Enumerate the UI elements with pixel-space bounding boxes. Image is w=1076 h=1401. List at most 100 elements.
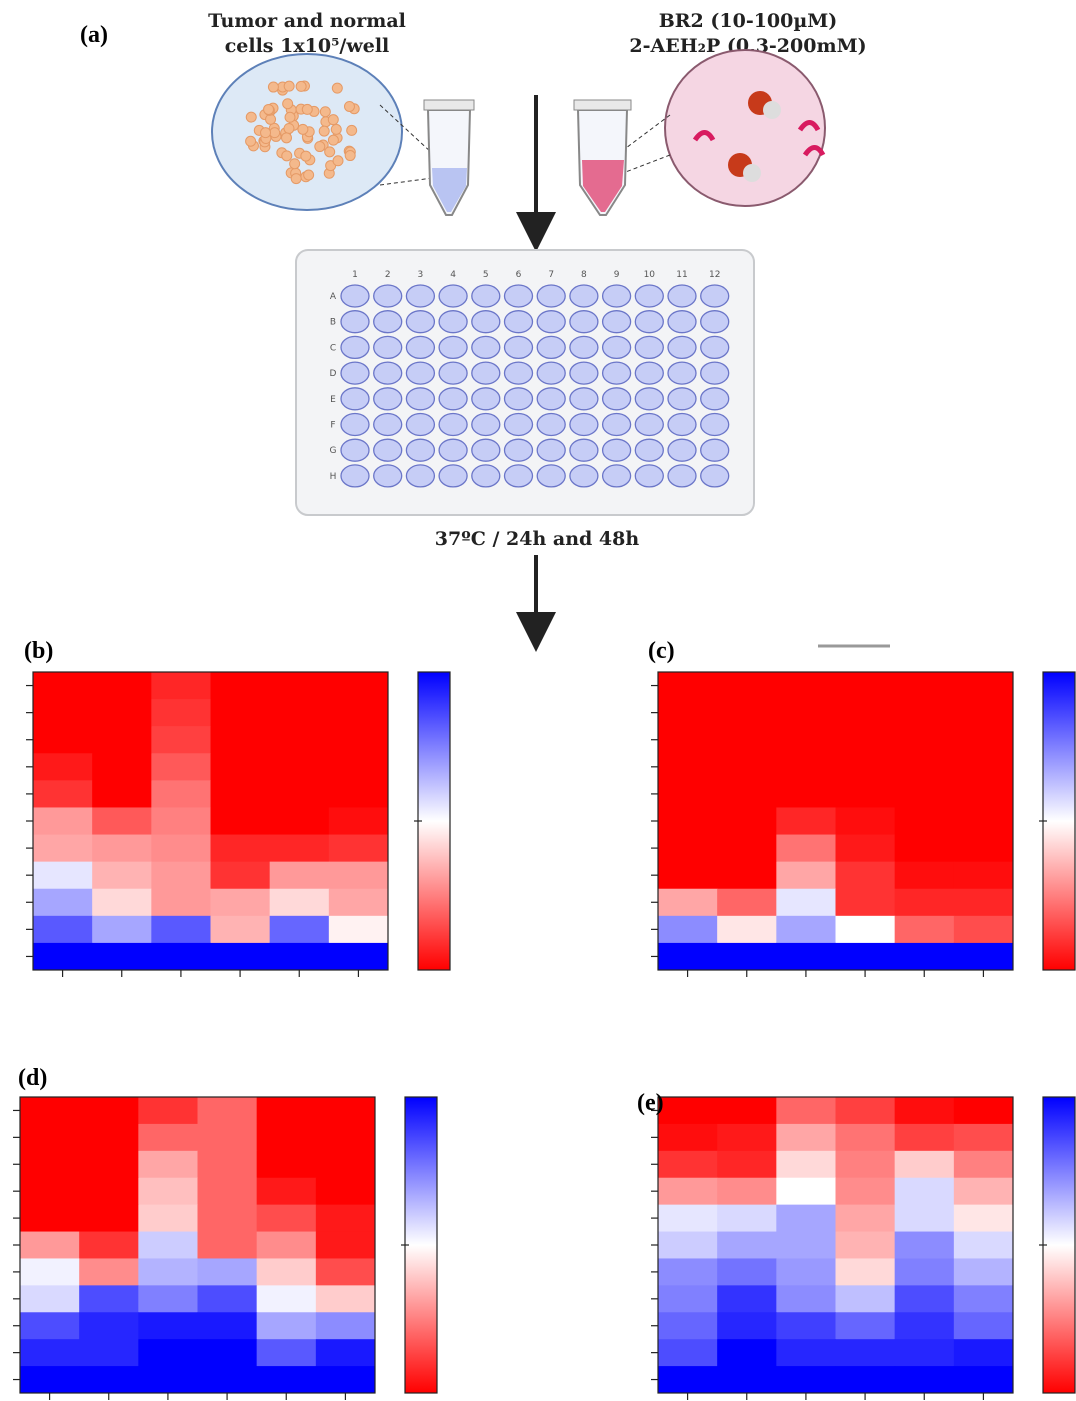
panel-label: (e) bbox=[637, 1090, 664, 1116]
heatmap-cell bbox=[954, 1366, 1014, 1393]
well bbox=[701, 285, 729, 307]
heatmap-cell bbox=[717, 862, 777, 890]
heatmap-cell bbox=[316, 1285, 376, 1312]
well bbox=[406, 311, 434, 333]
heatmap-cell bbox=[270, 726, 330, 754]
heatmap-cell bbox=[717, 916, 777, 944]
tube-liquid bbox=[582, 160, 624, 212]
well bbox=[341, 362, 369, 384]
well bbox=[439, 362, 467, 384]
heatmap-cell bbox=[316, 1178, 376, 1205]
heatmap-cell bbox=[954, 835, 1014, 863]
heatmap-cell bbox=[329, 699, 389, 727]
well bbox=[374, 439, 402, 461]
heatmap-cell bbox=[658, 889, 718, 917]
heatmap-cell bbox=[717, 1366, 777, 1393]
heatmap-cell bbox=[895, 1151, 955, 1178]
heatmap-cell bbox=[151, 916, 211, 944]
plate-column-label: 10 bbox=[644, 270, 656, 280]
heatmap-cell bbox=[776, 1178, 836, 1205]
well bbox=[701, 414, 729, 436]
caption: BR2 (10-100µM) bbox=[659, 10, 838, 32]
plate-row-label: F bbox=[330, 421, 335, 431]
heatmap-cell bbox=[658, 1312, 718, 1339]
well bbox=[603, 336, 631, 358]
well bbox=[374, 336, 402, 358]
well bbox=[668, 285, 696, 307]
heatmap-cell bbox=[895, 1178, 955, 1205]
well bbox=[570, 388, 598, 410]
heatmap-cell bbox=[658, 1205, 718, 1232]
well bbox=[668, 414, 696, 436]
well bbox=[439, 285, 467, 307]
well bbox=[570, 362, 598, 384]
heatmap-cell bbox=[211, 780, 271, 808]
heatmap-cell bbox=[954, 1151, 1014, 1178]
heatmap-cell bbox=[717, 943, 777, 971]
heatmap-cell bbox=[20, 1151, 80, 1178]
plate-column-label: 6 bbox=[516, 270, 522, 280]
heatmap-cell bbox=[895, 699, 955, 727]
well bbox=[668, 465, 696, 487]
cell bbox=[281, 133, 291, 143]
well bbox=[668, 362, 696, 384]
heatmap-cell bbox=[658, 672, 718, 700]
cell bbox=[284, 81, 294, 91]
heatmap-cell bbox=[270, 807, 330, 835]
heatmap-cell bbox=[895, 1124, 955, 1151]
heatmap-cell bbox=[717, 1097, 777, 1124]
heatmap-cell bbox=[836, 916, 896, 944]
condition: 37ºC / 24h and 48h bbox=[435, 528, 640, 550]
heatmap-cell bbox=[79, 1205, 139, 1232]
heatmap-cell bbox=[257, 1285, 317, 1312]
heatmap-cell bbox=[151, 835, 211, 863]
heatmap-cell bbox=[33, 780, 93, 808]
heatmap-cell bbox=[658, 726, 718, 754]
heatmap-cell bbox=[79, 1285, 139, 1312]
heatmap-cell bbox=[33, 699, 93, 727]
heatmap-cell bbox=[717, 1339, 777, 1366]
well bbox=[439, 439, 467, 461]
heatmap-cell bbox=[658, 807, 718, 835]
heatmap-cell bbox=[895, 1232, 955, 1259]
cell bbox=[301, 151, 311, 161]
plate-column-label: 9 bbox=[614, 270, 620, 280]
well bbox=[505, 465, 533, 487]
heatmap-cell bbox=[836, 1366, 896, 1393]
heatmap-cell bbox=[20, 1285, 80, 1312]
heatmap-cell bbox=[151, 943, 211, 971]
heatmap-cell bbox=[954, 753, 1014, 781]
heatmap-cell bbox=[776, 1151, 836, 1178]
cell bbox=[302, 104, 312, 114]
heatmap-cell bbox=[776, 862, 836, 890]
heatmap-cell bbox=[895, 807, 955, 835]
heatmap-cell bbox=[836, 1205, 896, 1232]
heatmap-cell bbox=[895, 835, 955, 863]
well bbox=[406, 362, 434, 384]
cell bbox=[304, 170, 314, 180]
heatmap-cell bbox=[92, 916, 152, 944]
well bbox=[341, 439, 369, 461]
heatmap-cell bbox=[954, 780, 1014, 808]
heatmap-cell bbox=[33, 726, 93, 754]
well bbox=[537, 388, 565, 410]
heatmap-cell bbox=[836, 1339, 896, 1366]
heatmap-cell bbox=[257, 1178, 317, 1205]
heatmap-cell bbox=[658, 1178, 718, 1205]
heatmap-cell bbox=[836, 753, 896, 781]
well bbox=[439, 414, 467, 436]
heatmap-cell bbox=[658, 780, 718, 808]
page: (a) Tumor and normal cells 1x10⁵/well BR… bbox=[0, 0, 1076, 1401]
heatmap-cell bbox=[329, 807, 389, 835]
plate-column-label: 11 bbox=[676, 270, 687, 280]
heatmap-cell bbox=[79, 1097, 139, 1124]
heatmap-cell bbox=[211, 672, 271, 700]
well bbox=[701, 336, 729, 358]
heatmap-cell bbox=[138, 1124, 198, 1151]
well bbox=[668, 336, 696, 358]
well bbox=[374, 414, 402, 436]
well bbox=[505, 388, 533, 410]
heatmap-cell bbox=[151, 807, 211, 835]
heatmap-cell bbox=[270, 835, 330, 863]
cell bbox=[291, 174, 301, 184]
